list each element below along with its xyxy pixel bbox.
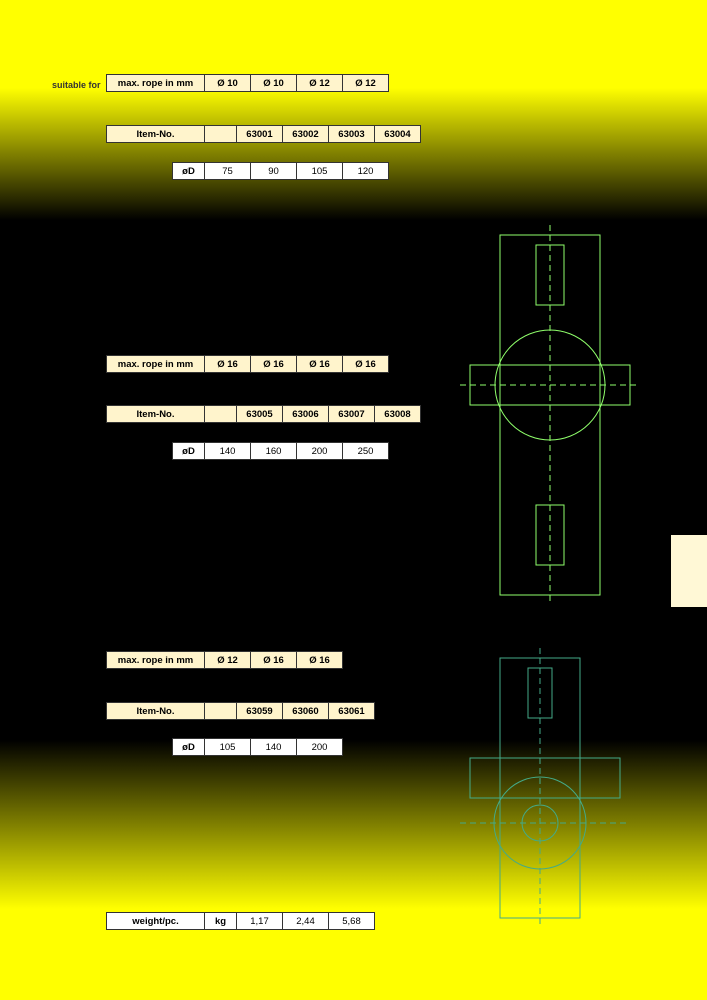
- cell: 90: [251, 163, 297, 180]
- blank-cell: [205, 703, 237, 720]
- oD-label: øD: [173, 443, 205, 460]
- cell: 140: [251, 739, 297, 756]
- cell: 63006: [283, 406, 329, 423]
- technical-diagram-1: [440, 225, 660, 605]
- table-g3-rope: max. rope in mm Ø 12 Ø 16 Ø 16: [106, 651, 343, 669]
- table-row: weight/pc. kg 1,17 2,44 5,68: [107, 913, 375, 930]
- table-row: øD 105 140 200: [173, 739, 343, 756]
- table-g1-rope: max. rope in mm Ø 10 Ø 10 Ø 12 Ø 12: [106, 74, 389, 92]
- kg-label: kg: [205, 913, 237, 930]
- blank-cell: [205, 126, 237, 143]
- cell: 63004: [375, 126, 421, 143]
- table-g2-D: øD 140 160 200 250: [172, 442, 389, 460]
- cell: Ø 16: [251, 356, 297, 373]
- cell: 200: [297, 739, 343, 756]
- cell: 63060: [283, 703, 329, 720]
- cell: 250: [343, 443, 389, 460]
- item-no-label: Item-No.: [107, 406, 205, 423]
- item-no-label: Item-No.: [107, 126, 205, 143]
- table-g1-D: øD 75 90 105 120: [172, 162, 389, 180]
- max-rope-label: max. rope in mm: [107, 75, 205, 92]
- weight-label: weight/pc.: [107, 913, 205, 930]
- max-rope-label: max. rope in mm: [107, 652, 205, 669]
- cell: 63005: [237, 406, 283, 423]
- item-no-label: Item-No.: [107, 703, 205, 720]
- cell: Ø 16: [251, 652, 297, 669]
- table-row: øD 75 90 105 120: [173, 163, 389, 180]
- cell: 63059: [237, 703, 283, 720]
- table-row: max. rope in mm Ø 10 Ø 10 Ø 12 Ø 12: [107, 75, 389, 92]
- cell: Ø 10: [205, 75, 251, 92]
- table-row: max. rope in mm Ø 12 Ø 16 Ø 16: [107, 652, 343, 669]
- cell: 160: [251, 443, 297, 460]
- table-g3-weight: weight/pc. kg 1,17 2,44 5,68: [106, 912, 375, 930]
- cell: 200: [297, 443, 343, 460]
- table-g3-item: Item-No. 63059 63060 63061: [106, 702, 375, 720]
- table-row: Item-No. 63059 63060 63061: [107, 703, 375, 720]
- cell: 63007: [329, 406, 375, 423]
- cell: 105: [297, 163, 343, 180]
- cell: Ø 16: [297, 356, 343, 373]
- max-rope-label: max. rope in mm: [107, 356, 205, 373]
- cell: Ø 10: [251, 75, 297, 92]
- suitable-for-label: suitable for: [52, 80, 101, 90]
- cell: Ø 12: [297, 75, 343, 92]
- table-row: øD 140 160 200 250: [173, 443, 389, 460]
- cell: 63002: [283, 126, 329, 143]
- cell: 120: [343, 163, 389, 180]
- cell: 63001: [237, 126, 283, 143]
- technical-diagram-2: [430, 648, 650, 928]
- side-tab: [671, 535, 707, 607]
- cell: 63061: [329, 703, 375, 720]
- cell: Ø 16: [297, 652, 343, 669]
- cell: Ø 16: [343, 356, 389, 373]
- oD-label: øD: [173, 739, 205, 756]
- table-row: max. rope in mm Ø 16 Ø 16 Ø 16 Ø 16: [107, 356, 389, 373]
- cell: Ø 12: [205, 652, 251, 669]
- table-row: Item-No. 63001 63002 63003 63004: [107, 126, 421, 143]
- table-g1-item: Item-No. 63001 63002 63003 63004: [106, 125, 421, 143]
- cell: Ø 12: [343, 75, 389, 92]
- table-g2-rope: max. rope in mm Ø 16 Ø 16 Ø 16 Ø 16: [106, 355, 389, 373]
- cell: Ø 16: [205, 356, 251, 373]
- cell: 5,68: [329, 913, 375, 930]
- cell: 63003: [329, 126, 375, 143]
- cell: 63008: [375, 406, 421, 423]
- cell: 105: [205, 739, 251, 756]
- cell: 2,44: [283, 913, 329, 930]
- oD-label: øD: [173, 163, 205, 180]
- cell: 1,17: [237, 913, 283, 930]
- table-g2-item: Item-No. 63005 63006 63007 63008: [106, 405, 421, 423]
- cell: 75: [205, 163, 251, 180]
- cell: 140: [205, 443, 251, 460]
- table-row: Item-No. 63005 63006 63007 63008: [107, 406, 421, 423]
- table-g3-D: øD 105 140 200: [172, 738, 343, 756]
- blank-cell: [205, 406, 237, 423]
